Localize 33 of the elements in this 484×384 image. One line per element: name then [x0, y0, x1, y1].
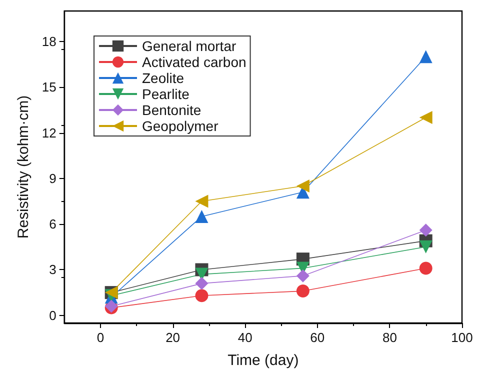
point: [195, 210, 208, 223]
legend-label: Zeolite: [142, 70, 184, 86]
x-axis-title: Time (day): [228, 352, 299, 369]
point: [419, 50, 432, 64]
point: [419, 262, 432, 275]
point: [419, 240, 432, 254]
point: [195, 276, 208, 290]
legend-label: General mortar: [142, 38, 236, 54]
legend-label: Activated carbon: [142, 54, 246, 70]
x-tick-label: 0: [96, 330, 104, 345]
y-axis-title: Resistivity (kohm·cm): [15, 95, 32, 239]
y-tick-label: 3: [49, 262, 56, 278]
point: [195, 194, 208, 208]
point: [195, 289, 208, 302]
y-tick-label: 15: [42, 80, 56, 95]
y-tick-label: 9: [49, 170, 56, 186]
x-tick-label: 60: [310, 330, 325, 345]
y-tick-label: 6: [49, 216, 56, 232]
y-tick-label: 0: [49, 308, 56, 323]
legend-label: Pearlite: [142, 86, 190, 102]
y-tick-label: 12: [42, 125, 56, 140]
point: [296, 269, 310, 282]
legend-label: Geopolymer: [142, 118, 219, 134]
point: [296, 284, 310, 298]
x-tick-label: 80: [382, 330, 397, 345]
x-tick-label: 40: [238, 330, 252, 345]
y-tick-label: 18: [42, 34, 56, 49]
x-tick-label: 20: [166, 330, 180, 345]
x-tick-label: 100: [451, 330, 473, 345]
point: [296, 180, 310, 193]
point: [419, 224, 432, 237]
legend-label: Bentonite: [142, 102, 202, 118]
point: [419, 111, 432, 124]
